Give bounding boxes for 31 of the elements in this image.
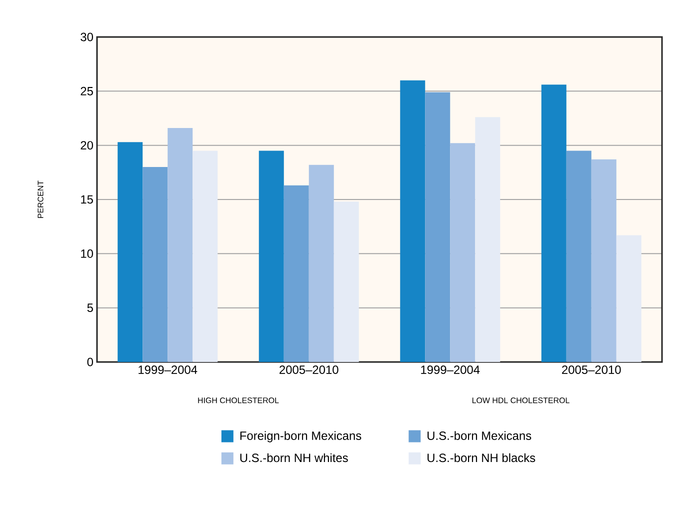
- y-tick-label: 30: [80, 32, 94, 42]
- bar: [425, 92, 450, 362]
- legend-label: U.S.-born NH blacks: [428, 453, 536, 462]
- x-tick-label: 2005–2010: [280, 366, 338, 374]
- y-tick-label: 5: [87, 304, 93, 312]
- bar: [284, 185, 309, 362]
- y-tick-label: 0: [87, 358, 94, 366]
- bar: [168, 128, 193, 362]
- y-tick-label: 20: [80, 141, 94, 150]
- legend-label: Foreign-born Mexicans: [240, 431, 362, 442]
- bar: [591, 159, 616, 362]
- bar: [450, 143, 476, 362]
- y-tick-label: 10: [81, 249, 94, 258]
- bar: [192, 150, 218, 362]
- x-tick-label: 2005–2010: [562, 366, 621, 374]
- bar: [566, 150, 592, 362]
- x-tick-label: 1999–2004: [421, 366, 480, 374]
- x-tick-label: 1999–2004: [138, 366, 198, 374]
- bar: [308, 164, 334, 362]
- bar: [142, 166, 168, 362]
- bar: [475, 117, 500, 362]
- legend-label: U.S.-born NH whites: [240, 453, 348, 462]
- legend-label: U.S.-born Mexicans: [428, 431, 532, 440]
- y-tick-label: 15: [81, 195, 93, 204]
- bar: [616, 235, 642, 362]
- y-tick-label: 25: [80, 86, 93, 96]
- bar: [258, 150, 284, 362]
- bar: [541, 84, 566, 362]
- bar: [400, 80, 426, 362]
- bar: [118, 142, 143, 362]
- bar: [334, 202, 359, 362]
